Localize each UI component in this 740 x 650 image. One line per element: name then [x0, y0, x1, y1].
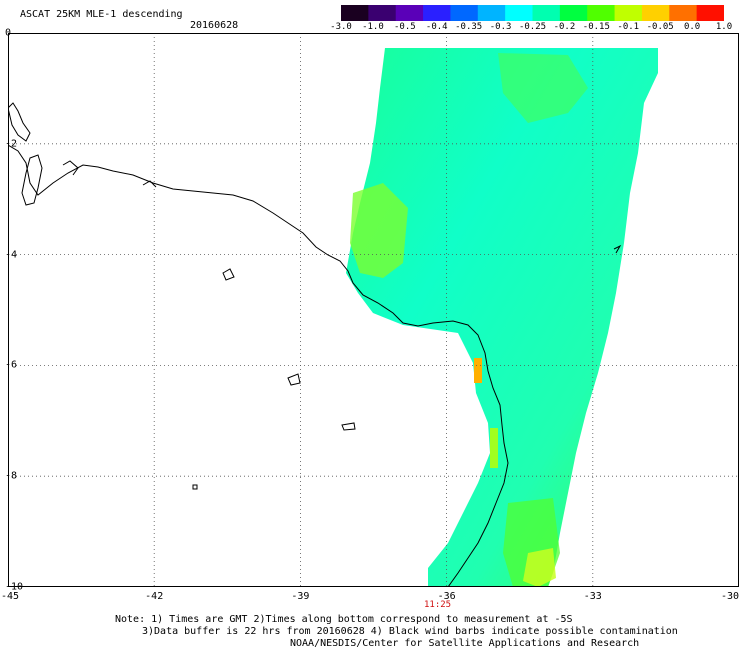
- scatterometer-swath: [346, 48, 658, 587]
- swath-high-value-pixel: [474, 358, 482, 383]
- note-line-3: NOAA/NESDIS/Center for Satellite Applica…: [290, 638, 640, 649]
- colorbar-label: -0.2: [553, 22, 576, 32]
- map-panel: [8, 33, 739, 587]
- colorbar-label: -1.0: [362, 22, 384, 32]
- colorbar: [341, 5, 724, 21]
- colorbar-label: -0.3: [489, 22, 512, 32]
- swath-patch-southeast: [523, 548, 556, 587]
- colorbar-swatch: [477, 5, 506, 21]
- colorbar-label: -0.1: [617, 22, 640, 32]
- colorbar-swatch: [341, 5, 369, 21]
- colorbar-label: -0.5: [393, 22, 416, 32]
- x-tick-label: -33: [583, 591, 602, 602]
- colorbar-swatch: [614, 5, 643, 21]
- colorbar-swatch: [423, 5, 451, 21]
- island-small-1: [222, 268, 235, 281]
- island-small-4: [192, 484, 198, 490]
- colorbar-label: -0.4: [425, 22, 448, 32]
- x-tick-label: -39: [291, 591, 310, 602]
- colorbar-swatch: [559, 5, 588, 21]
- marajo-island: [21, 154, 43, 206]
- y-tick-label: 0: [5, 27, 12, 39]
- y-tick-label: -4: [5, 249, 18, 261]
- colorbar-label: 0.0: [683, 22, 701, 32]
- coast-inlet-ne: [142, 180, 157, 188]
- time-label: 11:25: [424, 600, 452, 610]
- colorbar-swatch: [368, 5, 397, 21]
- y-tick-label: -10: [5, 581, 24, 593]
- colorbar-label: -0.25: [518, 22, 547, 32]
- colorbar-label: -0.35: [455, 22, 483, 32]
- x-tick-label: -45: [0, 591, 20, 602]
- y-tick-label: -2: [5, 138, 18, 150]
- colorbar-label: -0.05: [646, 22, 674, 32]
- product-date: 20160628: [190, 20, 239, 31]
- x-tick-label: -30: [720, 591, 740, 602]
- colorbar-label: 1.0: [715, 22, 733, 32]
- colorbar-swatch: [641, 5, 670, 21]
- colorbar-swatch: [505, 5, 533, 21]
- x-tick-label: -36: [437, 591, 456, 602]
- swath-patch-north: [498, 53, 588, 123]
- colorbar-swatch: [669, 5, 698, 21]
- colorbar-swatch: [587, 5, 616, 21]
- colorbar-swatch: [395, 5, 424, 21]
- coastline: [8, 144, 509, 587]
- island-northwest: [8, 102, 31, 142]
- note-line-1: Note: 1) Times are GMT 2)Times along bot…: [115, 614, 573, 625]
- swath-yellow-pixels: [490, 428, 498, 468]
- graticule: [8, 33, 739, 587]
- coast-east-fragment: [613, 244, 622, 254]
- footnote: Note: 1) Times are GMT 2)Times along bot…: [0, 614, 740, 650]
- colorbar-swatch: [450, 5, 479, 21]
- product-title: ASCAT 25KM MLE-1 descending: [20, 9, 183, 20]
- y-tick-label: -6: [5, 359, 18, 371]
- x-tick-label: -42: [145, 591, 164, 602]
- coast-inlet-north: [62, 160, 79, 176]
- y-tick-label: -8: [5, 470, 18, 482]
- colorbar-label: -0.15: [582, 22, 610, 32]
- island-small-3: [341, 422, 356, 431]
- map-border: [8, 33, 739, 587]
- colorbar-swatch: [696, 5, 724, 21]
- colorbar-swatch: [532, 5, 561, 21]
- island-small-2: [287, 373, 301, 386]
- colorbar-label: -3.0: [330, 22, 352, 32]
- note-line-2: 3)Data buffer is 22 hrs from 20160628 4)…: [142, 626, 678, 637]
